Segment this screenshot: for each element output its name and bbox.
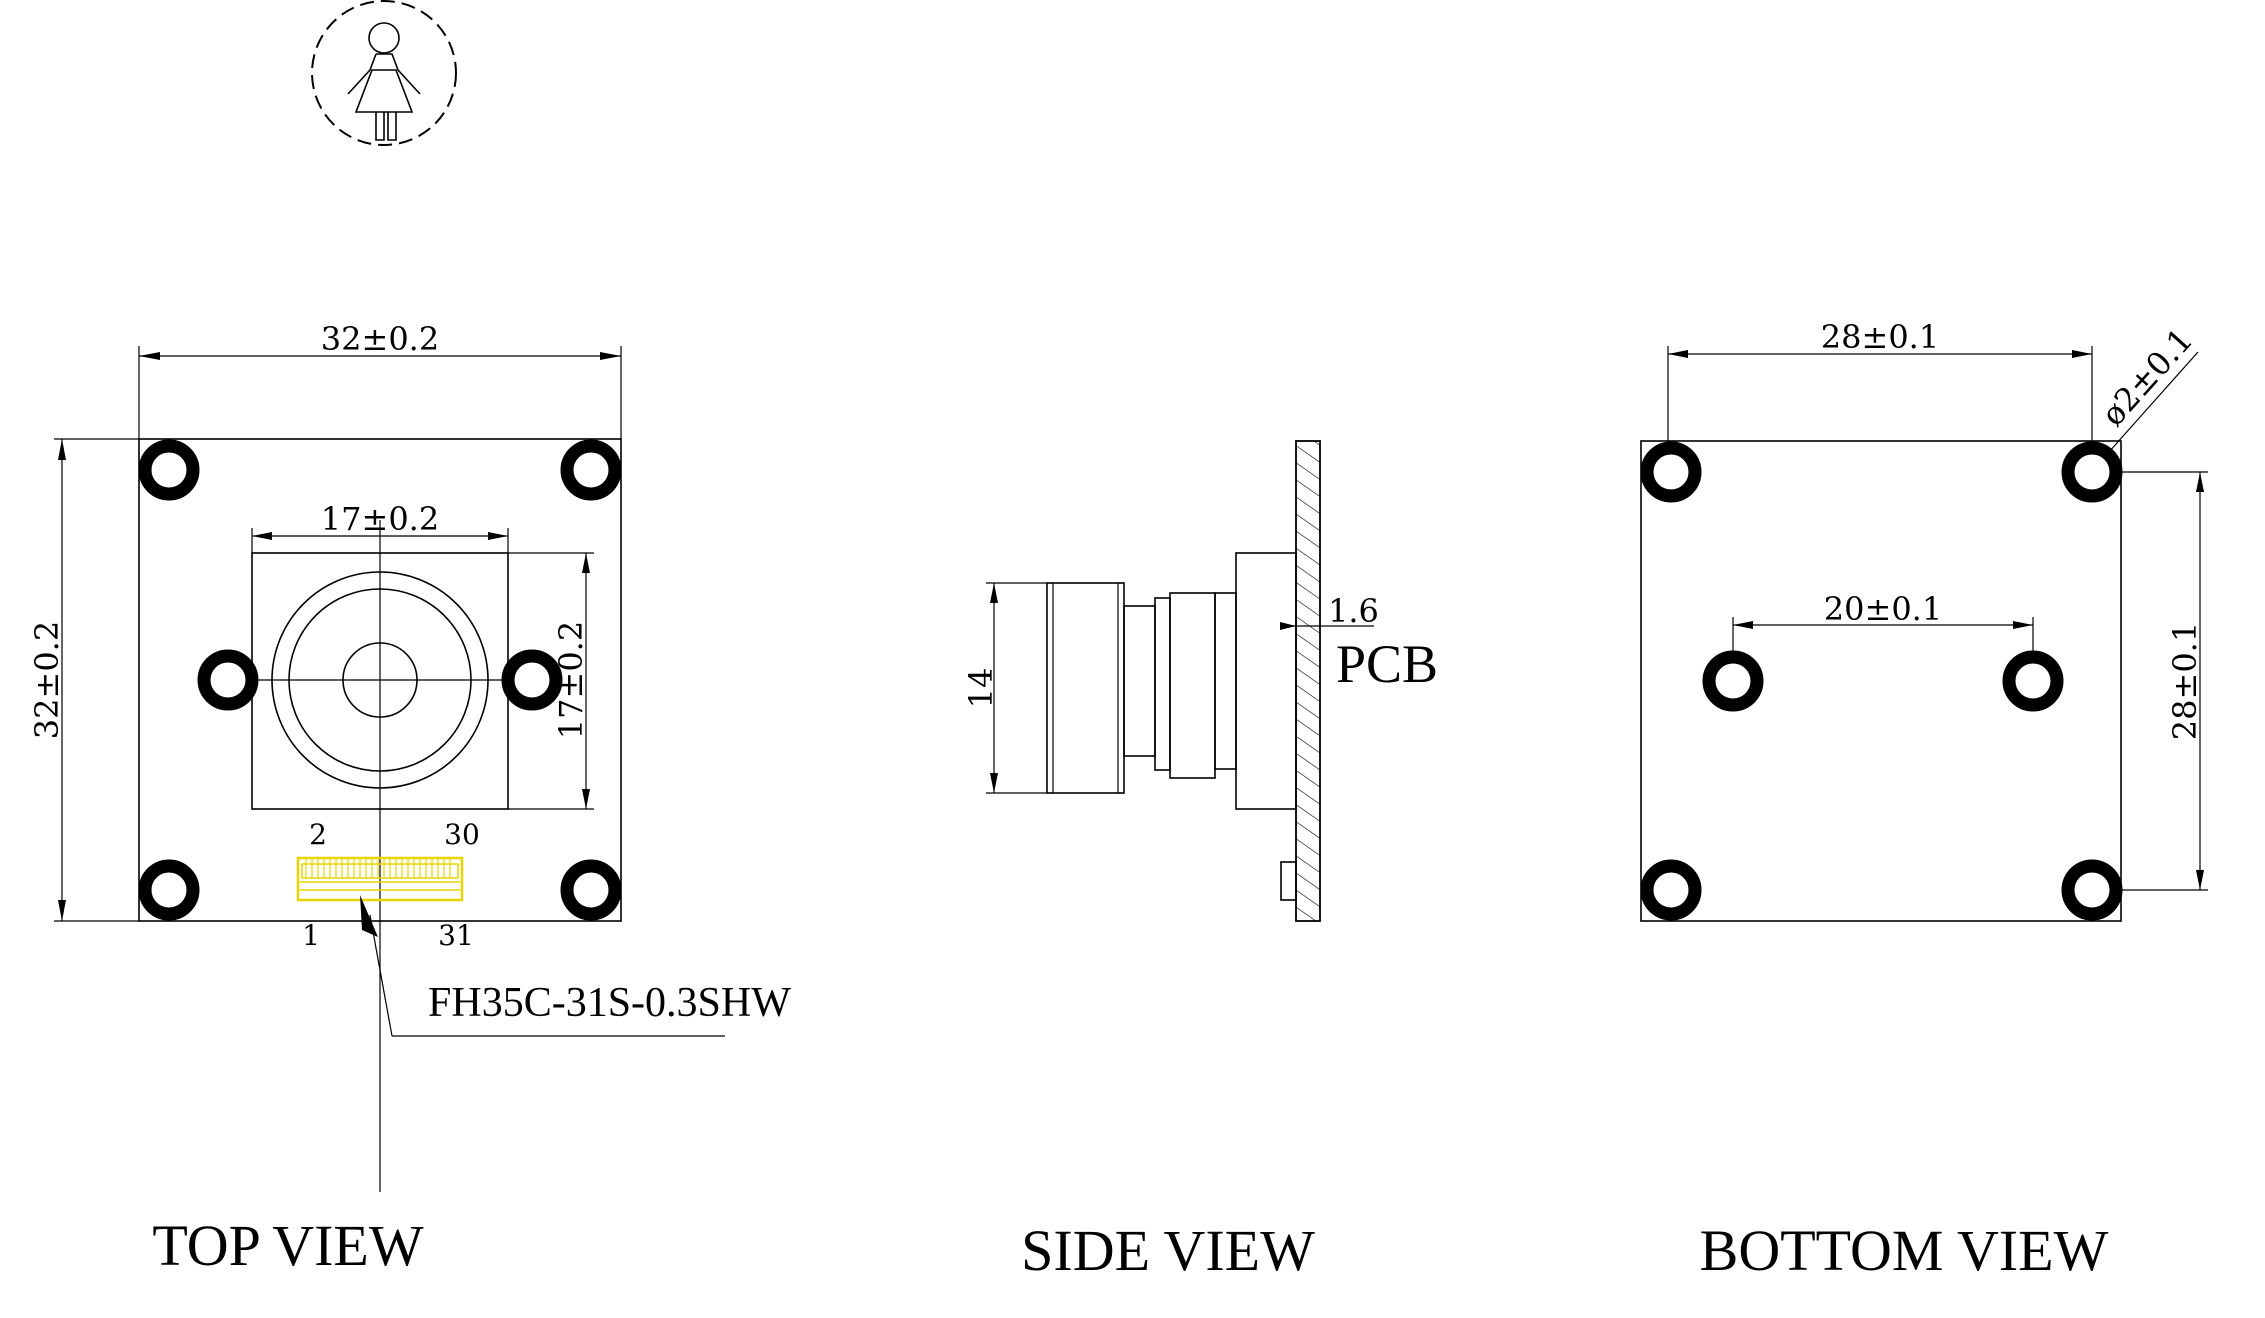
mount-hole bbox=[560, 859, 622, 921]
pcb-thickness-dim: 1.6 bbox=[1328, 592, 1379, 630]
mount-hole bbox=[1702, 650, 1764, 712]
connector-side bbox=[1280, 861, 1297, 901]
pin-label-30: 30 bbox=[444, 818, 480, 851]
mount-hole bbox=[2061, 441, 2123, 503]
top-view-title: TOP VIEW bbox=[152, 1213, 423, 1278]
lens-barrel-side bbox=[1046, 582, 1125, 794]
mount-hole bbox=[501, 649, 563, 711]
hole-diameter-dim: ø2±0.1 bbox=[2094, 321, 2201, 434]
sensor-block-side bbox=[1235, 552, 1297, 810]
person-figure-icon bbox=[311, 0, 457, 146]
side-view-title: SIDE VIEW bbox=[1021, 1218, 1315, 1283]
mount-hole bbox=[138, 859, 200, 921]
connector-label: FH35C-31S-0.3SHW bbox=[428, 980, 791, 1026]
pin-label-1: 1 bbox=[302, 919, 320, 952]
bottom-width-dim: 28±0.1 bbox=[1821, 318, 1939, 356]
top-height-dim: 32±0.2 bbox=[28, 621, 66, 739]
mount-hole bbox=[2061, 859, 2123, 921]
side-view: 14 1.6 PCB SIDE VIEW bbox=[962, 440, 1438, 1283]
top-view: 32±0.2 32±0.2 17±0.2 17±0.2 bbox=[28, 320, 791, 1278]
fpc-connector bbox=[296, 856, 464, 902]
bottom-view: 28±0.1 28±0.1 20±0.1 ø2±0.1 BOTTOM VIEW bbox=[1640, 318, 2208, 1283]
pcb-section bbox=[1295, 440, 1321, 922]
pin-label-2: 2 bbox=[309, 818, 327, 851]
pin-label-31: 31 bbox=[438, 919, 474, 952]
lens-diameter-dim: 14 bbox=[962, 668, 1000, 709]
bottom-height-dim: 28±0.1 bbox=[2166, 622, 2204, 740]
mount-hole bbox=[1640, 441, 1702, 503]
top-width-dim: 32±0.2 bbox=[321, 320, 439, 358]
mount-hole bbox=[1640, 859, 1702, 921]
bottom-view-title: BOTTOM VIEW bbox=[1700, 1218, 2109, 1283]
pcb-label: PCB bbox=[1336, 634, 1438, 694]
mount-hole bbox=[2002, 650, 2064, 712]
mount-hole bbox=[197, 649, 259, 711]
inner-hole-dim: 20±0.1 bbox=[1824, 590, 1942, 628]
mount-hole bbox=[138, 439, 200, 501]
bottom-board-outline bbox=[1640, 440, 2122, 922]
mount-hole bbox=[560, 439, 622, 501]
